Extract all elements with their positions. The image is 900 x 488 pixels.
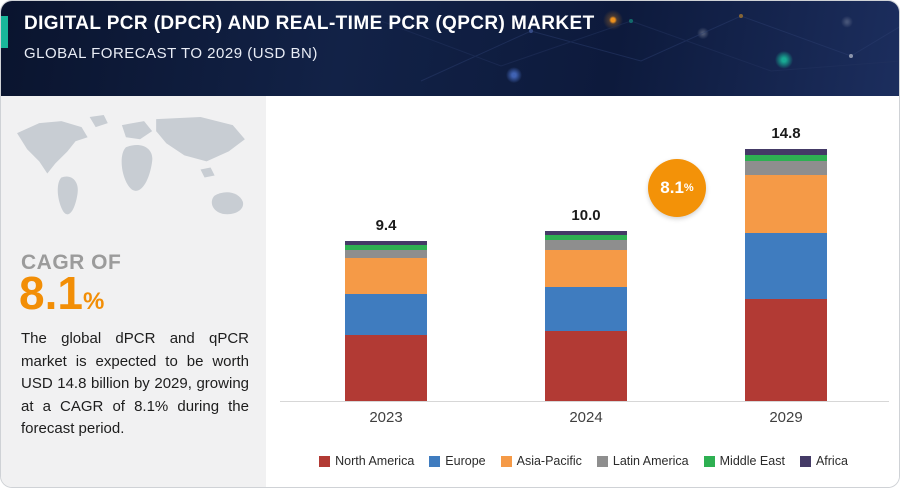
forecast-description: The global dPCR and qPCR market is expec… <box>21 330 249 437</box>
legend-label: Africa <box>815 454 848 468</box>
chart-legend: North America Europe Asia-Pacific Latin Ame… <box>266 454 899 468</box>
legend-item-north-america: North America <box>319 454 414 468</box>
legend-item-europe: Europe <box>429 454 486 468</box>
bar-segment-latin-america <box>345 249 427 259</box>
bar-total-label: 9.4 <box>375 217 397 235</box>
legend-swatch-icon <box>500 455 512 467</box>
header: DIGITAL PCR (DPCR) AND REAL-TIME PCR (QP… <box>1 1 899 96</box>
legend-label: Asia-Pacific <box>516 454 582 468</box>
world-map-icon <box>17 115 245 215</box>
bar-2024 <box>545 230 627 401</box>
bar-segment-latin-america <box>745 161 827 175</box>
bar-segment-middle-east <box>745 154 827 162</box>
bar-2029 <box>745 149 827 401</box>
legend-item-middle-east: Middle East <box>703 454 785 468</box>
x-axis-label: 2023 <box>369 409 403 426</box>
x-axis-line <box>280 401 889 402</box>
bar-segment-asia-pacific <box>545 249 627 288</box>
bar-segment-latin-america <box>545 240 627 250</box>
legend-label: North America <box>335 454 415 468</box>
legend-swatch-icon <box>703 455 715 467</box>
x-axis-label: 2029 <box>769 409 803 426</box>
page-subtitle: GLOBAL FORECAST TO 2029 (USD BN) <box>24 45 318 62</box>
cagr-percent-sign: % <box>82 288 105 315</box>
cagr-value: 8.1% <box>19 268 104 319</box>
bar-segment-africa <box>745 149 827 155</box>
legend-item-asia-pacific: Asia-Pacific <box>500 454 582 468</box>
bar-segment-north-america <box>545 331 627 401</box>
legend-swatch-icon <box>319 455 331 467</box>
bar-segment-north-america <box>745 299 827 401</box>
cagr-number: 8.1 <box>19 267 83 319</box>
bar-segment-europe <box>345 293 427 335</box>
bar-segment-europe <box>745 232 827 299</box>
legend-label: Middle East <box>719 454 785 468</box>
legend-label: Europe <box>445 454 486 468</box>
chart-area: 9.4 2023 10.0 2024 14.8 2029 8.1% North Ameri… <box>266 96 899 487</box>
cagr-callout: 8.1% <box>648 159 706 217</box>
legend-item-africa: Africa <box>799 454 848 468</box>
bar-total-label: 14.8 <box>771 125 801 143</box>
bar-2023 <box>345 241 427 401</box>
bar-segment-north-america <box>345 334 427 401</box>
bar-total-label: 10.0 <box>571 207 601 224</box>
bar-segment-europe <box>545 287 627 332</box>
callout-percent-sign: % <box>683 182 694 194</box>
callout-value: 8.1 <box>660 178 684 197</box>
legend-swatch-icon <box>799 455 811 467</box>
legend-label: Latin America <box>612 454 689 468</box>
x-axis-label: 2024 <box>569 409 603 426</box>
network-decoration-icon <box>381 14 899 82</box>
header-accent-bar <box>1 16 8 48</box>
page-title: DIGITAL PCR (DPCR) AND REAL-TIME PCR (QP… <box>24 13 595 34</box>
legend-swatch-icon <box>596 455 608 467</box>
legend-swatch-icon <box>429 455 441 467</box>
bar-segment-asia-pacific <box>345 258 427 294</box>
sidebar: CAGR OF 8.1% The global dPCR and qPCR ma… <box>1 96 266 487</box>
legend-item-latin-america: Latin America <box>596 454 689 468</box>
bar-segment-asia-pacific <box>745 174 827 233</box>
